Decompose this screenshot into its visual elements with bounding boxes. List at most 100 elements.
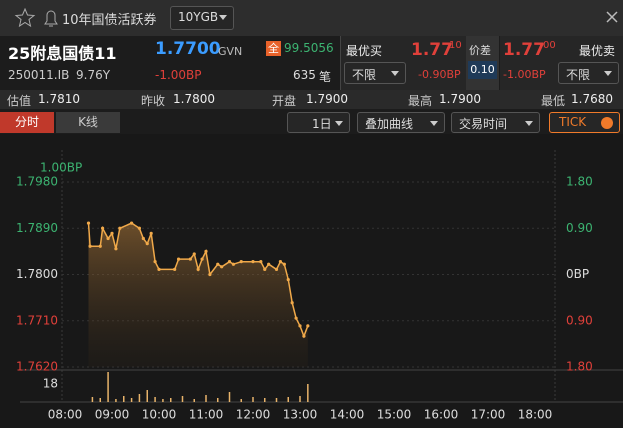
- volume-bar: [138, 394, 141, 402]
- price-point: [259, 260, 263, 264]
- price-point: [267, 262, 271, 266]
- price-point: [231, 262, 236, 266]
- tab[interactable]: K线: [56, 112, 120, 133]
- top-icons: [14, 7, 618, 28]
- price-point: [227, 260, 232, 264]
- volume-bar: [107, 372, 109, 402]
- volume-bar: [299, 396, 301, 402]
- price-point: [176, 257, 181, 261]
- stats-bar: [0, 90, 623, 109]
- bell-icon[interactable]: [44, 10, 58, 27]
- ask-label: 最优卖: [579, 44, 616, 58]
- symbol-select[interactable]: 10YGB: [170, 6, 234, 30]
- x-tick-label: 11:00: [189, 408, 224, 422]
- y2-tick-label: 0.90: [566, 221, 593, 235]
- price-point: [153, 260, 157, 264]
- volume-bar: [99, 398, 101, 402]
- price-point: [263, 267, 267, 271]
- star-icon[interactable]: [14, 7, 36, 28]
- price-point: [129, 221, 134, 225]
- price-point: [88, 244, 92, 248]
- volume-tick-label: 18: [43, 377, 58, 391]
- volume-bar: [252, 397, 254, 402]
- y2-tick-label: 1.80: [566, 360, 593, 374]
- bid-price: 1.77: [411, 40, 453, 60]
- price-unit: GVN: [218, 45, 243, 58]
- overlay-select[interactable]: 叠加曲线: [357, 112, 445, 133]
- select-text: 交易时间: [459, 117, 508, 131]
- y2-tick-label: 0.90: [566, 313, 593, 327]
- price-point: [278, 260, 283, 264]
- x-tick-label: 14:00: [330, 408, 365, 422]
- y-tick-label: 1.7620: [16, 360, 58, 374]
- price-point: [306, 324, 310, 328]
- price-point: [294, 316, 298, 320]
- price-point: [298, 324, 302, 328]
- change: -1.00BP: [155, 68, 202, 82]
- price-point: [188, 257, 192, 261]
- y2-tick-label: 0BP: [566, 267, 589, 281]
- price-point: [106, 236, 110, 241]
- x-tick-label: 13:00: [283, 408, 318, 422]
- price-point: [196, 267, 200, 271]
- y-tick-label: 1.7890: [16, 221, 58, 235]
- time-select[interactable]: 交易时间: [451, 112, 540, 133]
- volume-bar: [193, 399, 195, 402]
- bid-change: -0.90BP: [418, 68, 461, 81]
- bid-filter[interactable]: 不限: [344, 62, 406, 84]
- price-point: [200, 257, 204, 261]
- volume-bar: [162, 399, 164, 402]
- price-point: [302, 334, 306, 338]
- y-tick-label: 1.7800: [16, 267, 58, 281]
- period-select[interactable]: 1日: [287, 112, 350, 133]
- stat-value: 1.7810: [38, 92, 80, 106]
- spread-label: 价差: [469, 44, 491, 57]
- volume-bar: [170, 398, 172, 402]
- price-point: [149, 231, 153, 235]
- stat-label: 最高: [408, 94, 433, 108]
- tab-active[interactable]: 分时: [0, 112, 54, 133]
- x-tick-label: 18:00: [518, 408, 553, 422]
- price-point: [204, 249, 208, 253]
- price-point: [101, 226, 105, 230]
- top-bar: [0, 0, 623, 36]
- full-tag: 全: [266, 41, 281, 56]
- y-tick-label: 1.7980: [16, 175, 58, 189]
- volume-bar: [130, 398, 133, 402]
- annotation: 1.00BP: [40, 161, 82, 175]
- price-point: [282, 262, 286, 266]
- volume-bar: [228, 392, 231, 402]
- select-text: 1日: [312, 117, 332, 131]
- stat-label: 开盘: [272, 94, 297, 108]
- toggle-text: TICK: [559, 115, 587, 129]
- price-point: [290, 301, 294, 305]
- volume-bar: [181, 396, 184, 402]
- price-point: [98, 244, 102, 248]
- area-fill: [88, 223, 308, 367]
- ask-price-sup: 00: [543, 40, 556, 51]
- volume-bar: [217, 398, 219, 402]
- price-point: [286, 278, 290, 282]
- volume-bar: [205, 395, 207, 402]
- ask-price: 1.77: [503, 40, 545, 60]
- price-point: [173, 267, 177, 271]
- price-point: [145, 242, 149, 246]
- tick-toggle[interactable]: TICK: [549, 112, 620, 133]
- price-point: [251, 260, 255, 264]
- price-point: [137, 226, 142, 230]
- price-point: [274, 267, 279, 271]
- close-icon[interactable]: [606, 11, 618, 23]
- volume-bar: [91, 397, 94, 402]
- select-text: 叠加曲线: [365, 117, 414, 131]
- ask-filter[interactable]: 不限: [558, 62, 619, 84]
- full-price: 99.5056: [284, 41, 334, 55]
- price-point: [114, 247, 118, 251]
- spread-value: 0.10: [468, 61, 497, 79]
- price-point: [141, 236, 145, 241]
- x-tick-label: 10:00: [142, 408, 177, 422]
- stat-label: 估值: [7, 94, 32, 108]
- y-tick-label: 1.7710: [16, 313, 58, 327]
- volume-bar: [307, 384, 309, 402]
- x-tick-label: 08:00: [48, 408, 83, 422]
